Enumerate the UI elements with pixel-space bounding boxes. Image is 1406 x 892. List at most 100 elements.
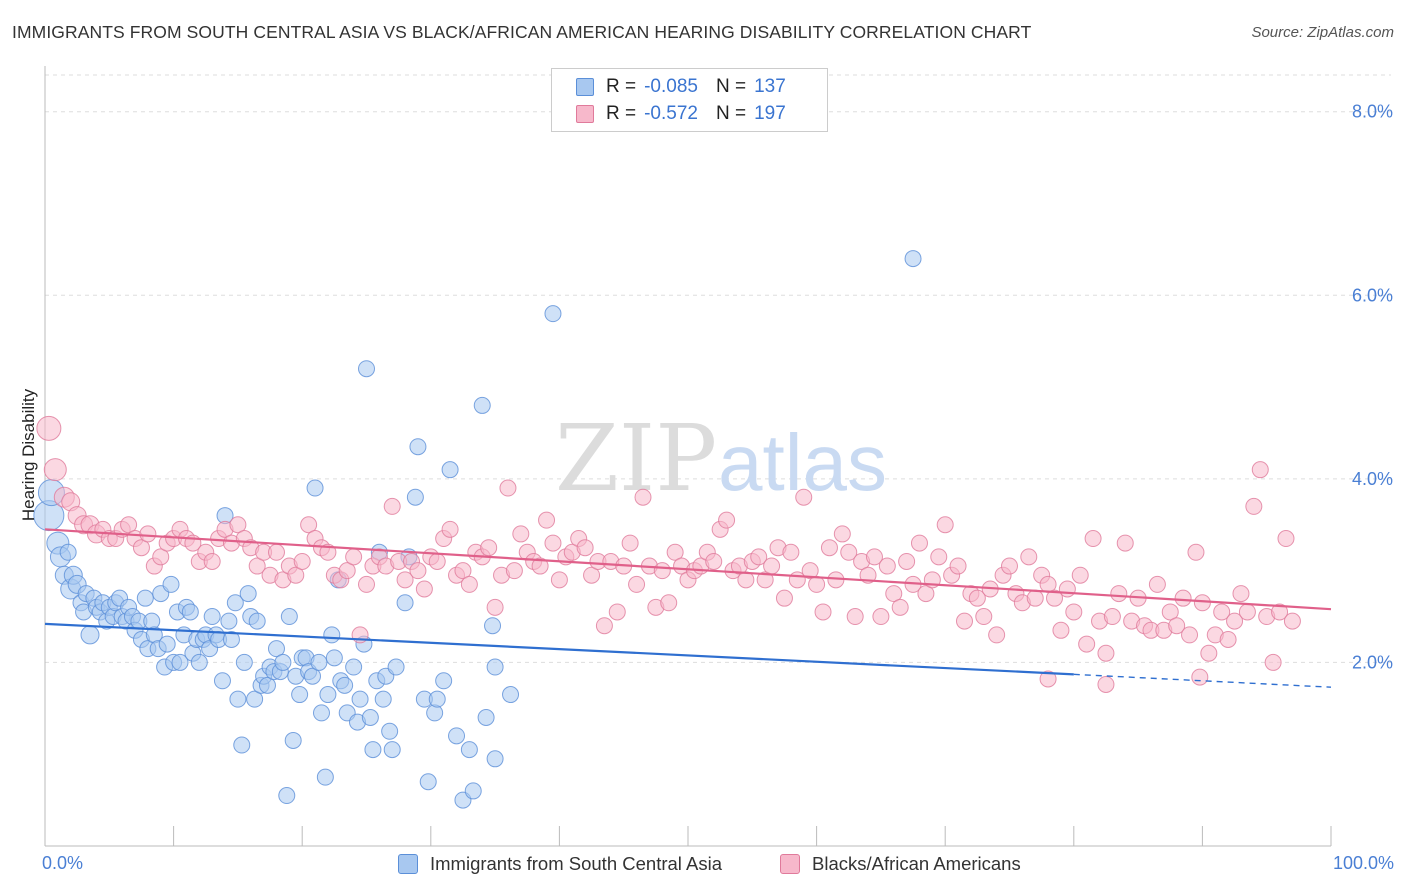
legend-row-2: R = -0.572 N = 197 <box>576 101 786 127</box>
y-axis-label: Hearing Disability <box>19 388 38 521</box>
point-black-african-american <box>975 608 993 626</box>
point-black-african-american <box>801 562 819 580</box>
point-black-african-american <box>480 539 498 557</box>
y-tick-label: 4.0% <box>1352 469 1393 489</box>
point-black-african-american <box>1071 566 1089 584</box>
point-south-central-asia <box>143 612 161 630</box>
point-black-african-american <box>1226 612 1244 630</box>
point-black-african-american <box>660 594 678 612</box>
point-south-central-asia <box>460 741 478 759</box>
axes <box>44 66 1332 847</box>
point-black-african-american <box>499 479 517 497</box>
point-black-african-american <box>1097 644 1115 662</box>
series-label: Immigrants from South Central Asia <box>430 853 722 874</box>
point-south-central-asia <box>448 727 466 745</box>
point-south-central-asia <box>477 709 495 726</box>
point-south-central-asia <box>336 676 354 694</box>
point-black-african-american <box>454 562 472 580</box>
point-south-central-asia <box>220 612 238 630</box>
point-black-african-american <box>383 497 401 515</box>
point-south-central-asia <box>345 658 363 676</box>
point-south-central-asia <box>291 686 309 704</box>
point-black-african-american <box>1058 580 1076 598</box>
y-tick-label: 2.0% <box>1352 652 1393 672</box>
point-black-african-american <box>36 415 62 441</box>
y-tick-labels: 2.0% 4.0% 6.0% 8.0% <box>1352 102 1393 673</box>
trend-line-blue-extension <box>1073 673 1332 688</box>
point-black-african-american <box>885 585 903 603</box>
point-south-central-asia <box>409 438 427 456</box>
point-south-central-asia <box>306 479 324 497</box>
legend-swatch-pink <box>576 105 594 123</box>
point-south-central-asia <box>181 603 199 621</box>
point-black-african-american <box>441 520 459 538</box>
point-black-african-american <box>229 516 247 534</box>
point-black-african-american <box>1052 621 1070 639</box>
point-black-african-american <box>872 608 890 626</box>
point-black-african-american <box>1065 603 1083 621</box>
point-black-african-american <box>949 557 967 575</box>
point-black-african-american <box>583 566 601 584</box>
point-black-african-american <box>1174 589 1192 607</box>
point-south-central-asia <box>426 704 444 722</box>
point-black-african-american <box>1110 585 1128 603</box>
point-black-african-american <box>1283 612 1301 630</box>
point-south-central-asia <box>274 653 292 671</box>
point-south-central-asia <box>406 488 424 506</box>
legend-n-label: N = <box>715 103 747 124</box>
trend-line-blue <box>44 622 1074 676</box>
point-south-central-asia <box>226 594 244 612</box>
point-south-central-asia <box>364 741 382 759</box>
point-black-african-american <box>833 525 851 543</box>
point-black-african-american <box>300 516 318 534</box>
point-south-central-asia <box>59 543 77 561</box>
legend-r-value: -0.572 <box>644 103 698 124</box>
legend-n-value: 137 <box>754 76 786 97</box>
point-south-central-asia <box>358 360 375 378</box>
point-black-african-american <box>1191 668 1209 686</box>
watermark: ZIP atlas <box>555 405 887 512</box>
chart-title: IMMIGRANTS FROM SOUTH CENTRAL ASIA VS BL… <box>12 22 1032 42</box>
point-black-african-american <box>1001 557 1018 575</box>
point-black-african-american <box>608 603 626 621</box>
point-south-central-asia <box>258 676 276 694</box>
point-south-central-asia <box>502 686 520 704</box>
series-swatch-pink <box>780 854 800 874</box>
series-legend-item-blue: Immigrants from South Central Asia <box>398 853 722 875</box>
point-south-central-asia <box>248 612 266 630</box>
series-label: Blacks/African Americans <box>812 853 1021 874</box>
point-black-african-american <box>1219 630 1237 648</box>
point-south-central-asia <box>229 690 247 708</box>
legend-row-1: R = -0.085 N = 137 <box>576 74 786 100</box>
point-black-african-american <box>988 626 1006 644</box>
point-south-central-asia <box>233 736 251 754</box>
point-south-central-asia <box>246 690 264 708</box>
point-black-african-american <box>756 571 774 589</box>
point-south-central-asia <box>312 704 330 722</box>
point-black-african-american <box>840 543 858 561</box>
point-black-african-american <box>512 525 530 543</box>
point-black-african-american <box>428 552 446 570</box>
series-swatch-blue <box>398 854 418 874</box>
legend-r-value: -0.085 <box>644 76 698 97</box>
point-black-african-american <box>1103 608 1121 626</box>
point-black-african-american <box>544 534 562 552</box>
point-south-central-asia <box>486 658 504 676</box>
point-south-central-asia <box>325 649 343 667</box>
point-south-central-asia <box>484 617 502 635</box>
point-south-central-asia <box>213 672 231 690</box>
point-south-central-asia <box>235 653 253 671</box>
point-south-central-asia <box>381 722 399 740</box>
point-south-central-asia <box>158 635 176 653</box>
point-south-central-asia <box>80 625 100 645</box>
point-black-african-american <box>628 575 646 593</box>
point-black-african-american <box>1181 626 1199 644</box>
point-south-central-asia <box>162 575 180 593</box>
point-black-african-american <box>808 575 826 593</box>
y-tick-label: 6.0% <box>1352 285 1393 305</box>
point-black-african-american <box>750 548 768 566</box>
point-south-central-asia <box>473 396 491 414</box>
point-black-african-american <box>152 548 170 566</box>
point-black-african-american <box>345 548 363 566</box>
point-black-african-american <box>1232 585 1250 603</box>
